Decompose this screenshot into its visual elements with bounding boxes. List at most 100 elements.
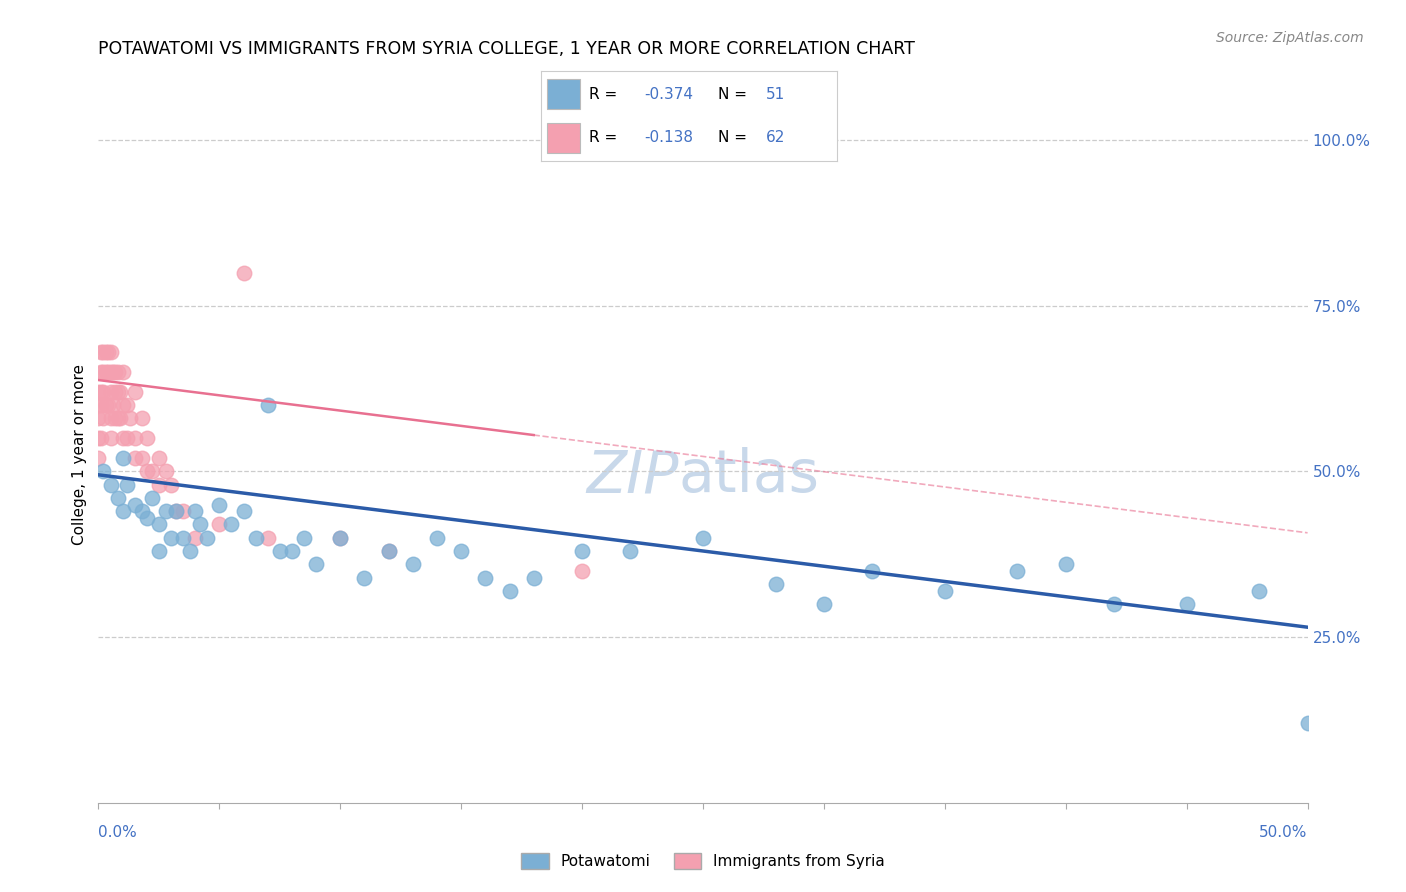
Point	[1175, 597, 1198, 611]
Point	[329, 531, 352, 545]
Point	[188, 517, 211, 532]
Point	[281, 544, 304, 558]
Point	[148, 477, 170, 491]
Point	[101, 365, 124, 379]
Point	[90, 365, 112, 379]
Point	[91, 345, 114, 359]
Text: 51: 51	[766, 87, 785, 102]
Point	[100, 431, 122, 445]
Point	[100, 477, 122, 491]
Point	[100, 384, 122, 399]
Point	[101, 398, 124, 412]
Text: R =: R =	[589, 87, 621, 102]
Point	[131, 504, 153, 518]
Point	[1102, 597, 1125, 611]
Point	[131, 411, 153, 425]
Point	[91, 365, 114, 379]
Point	[172, 504, 194, 518]
Point	[165, 504, 187, 518]
Point	[117, 431, 139, 445]
Text: 50.0%: 50.0%	[1260, 825, 1308, 840]
Point	[148, 451, 170, 466]
Point	[90, 398, 112, 412]
Point	[104, 365, 127, 379]
Text: Source: ZipAtlas.com: Source: ZipAtlas.com	[1216, 31, 1364, 45]
Point	[124, 451, 146, 466]
Point	[94, 345, 117, 359]
Point	[571, 544, 593, 558]
Point	[155, 504, 177, 518]
Point	[104, 411, 127, 425]
Text: 0.0%: 0.0%	[98, 825, 138, 840]
Point	[104, 384, 127, 399]
Point	[97, 345, 120, 359]
Point	[118, 411, 141, 425]
Text: ZIP: ZIP	[586, 447, 679, 504]
Point	[141, 491, 163, 505]
Point	[269, 544, 291, 558]
Point	[426, 531, 449, 545]
Point	[94, 398, 117, 412]
Point	[571, 564, 593, 578]
Point	[108, 411, 131, 425]
Point	[172, 531, 194, 545]
Point	[94, 365, 117, 379]
Point	[111, 504, 134, 518]
Point	[135, 431, 157, 445]
Point	[135, 465, 157, 479]
Text: N =: N =	[718, 87, 752, 102]
Point	[692, 531, 714, 545]
Bar	[547, 79, 579, 109]
Point	[91, 384, 114, 399]
Point	[117, 398, 139, 412]
Point	[111, 431, 134, 445]
Point	[117, 477, 139, 491]
Point	[934, 583, 956, 598]
Point	[107, 384, 129, 399]
Text: POTAWATOMI VS IMMIGRANTS FROM SYRIA COLLEGE, 1 YEAR OR MORE CORRELATION CHART: POTAWATOMI VS IMMIGRANTS FROM SYRIA COLL…	[98, 40, 915, 58]
Point	[148, 544, 170, 558]
Point	[90, 384, 112, 399]
Legend: Potawatomi, Immigrants from Syria: Potawatomi, Immigrants from Syria	[515, 847, 891, 875]
Point	[100, 365, 122, 379]
Point	[160, 477, 183, 491]
Point	[221, 517, 243, 532]
Text: -0.138: -0.138	[645, 130, 693, 145]
Point	[256, 398, 278, 412]
Point	[124, 384, 146, 399]
Point	[107, 491, 129, 505]
Point	[184, 504, 207, 518]
Point	[87, 411, 110, 425]
Point	[100, 345, 122, 359]
Point	[184, 531, 207, 545]
Point	[813, 597, 835, 611]
Point	[523, 570, 546, 584]
Point	[124, 431, 146, 445]
Point	[91, 465, 114, 479]
Point	[232, 504, 254, 518]
Point	[91, 411, 114, 425]
Text: -0.374: -0.374	[645, 87, 693, 102]
Point	[1054, 558, 1077, 572]
Point	[111, 398, 134, 412]
Point	[292, 531, 315, 545]
Point	[148, 517, 170, 532]
Point	[245, 531, 267, 545]
Point	[377, 544, 399, 558]
Point	[97, 398, 120, 412]
Point	[131, 451, 153, 466]
Point	[208, 517, 231, 532]
Point	[97, 365, 120, 379]
Text: atlas: atlas	[679, 447, 820, 504]
Point	[1007, 564, 1029, 578]
Point	[100, 411, 122, 425]
Point	[860, 564, 883, 578]
Point	[87, 398, 110, 412]
Text: R =: R =	[589, 130, 621, 145]
Point	[124, 498, 146, 512]
Point	[90, 431, 112, 445]
Point	[498, 583, 520, 598]
Point	[107, 365, 129, 379]
Point	[155, 465, 177, 479]
Point	[195, 531, 218, 545]
